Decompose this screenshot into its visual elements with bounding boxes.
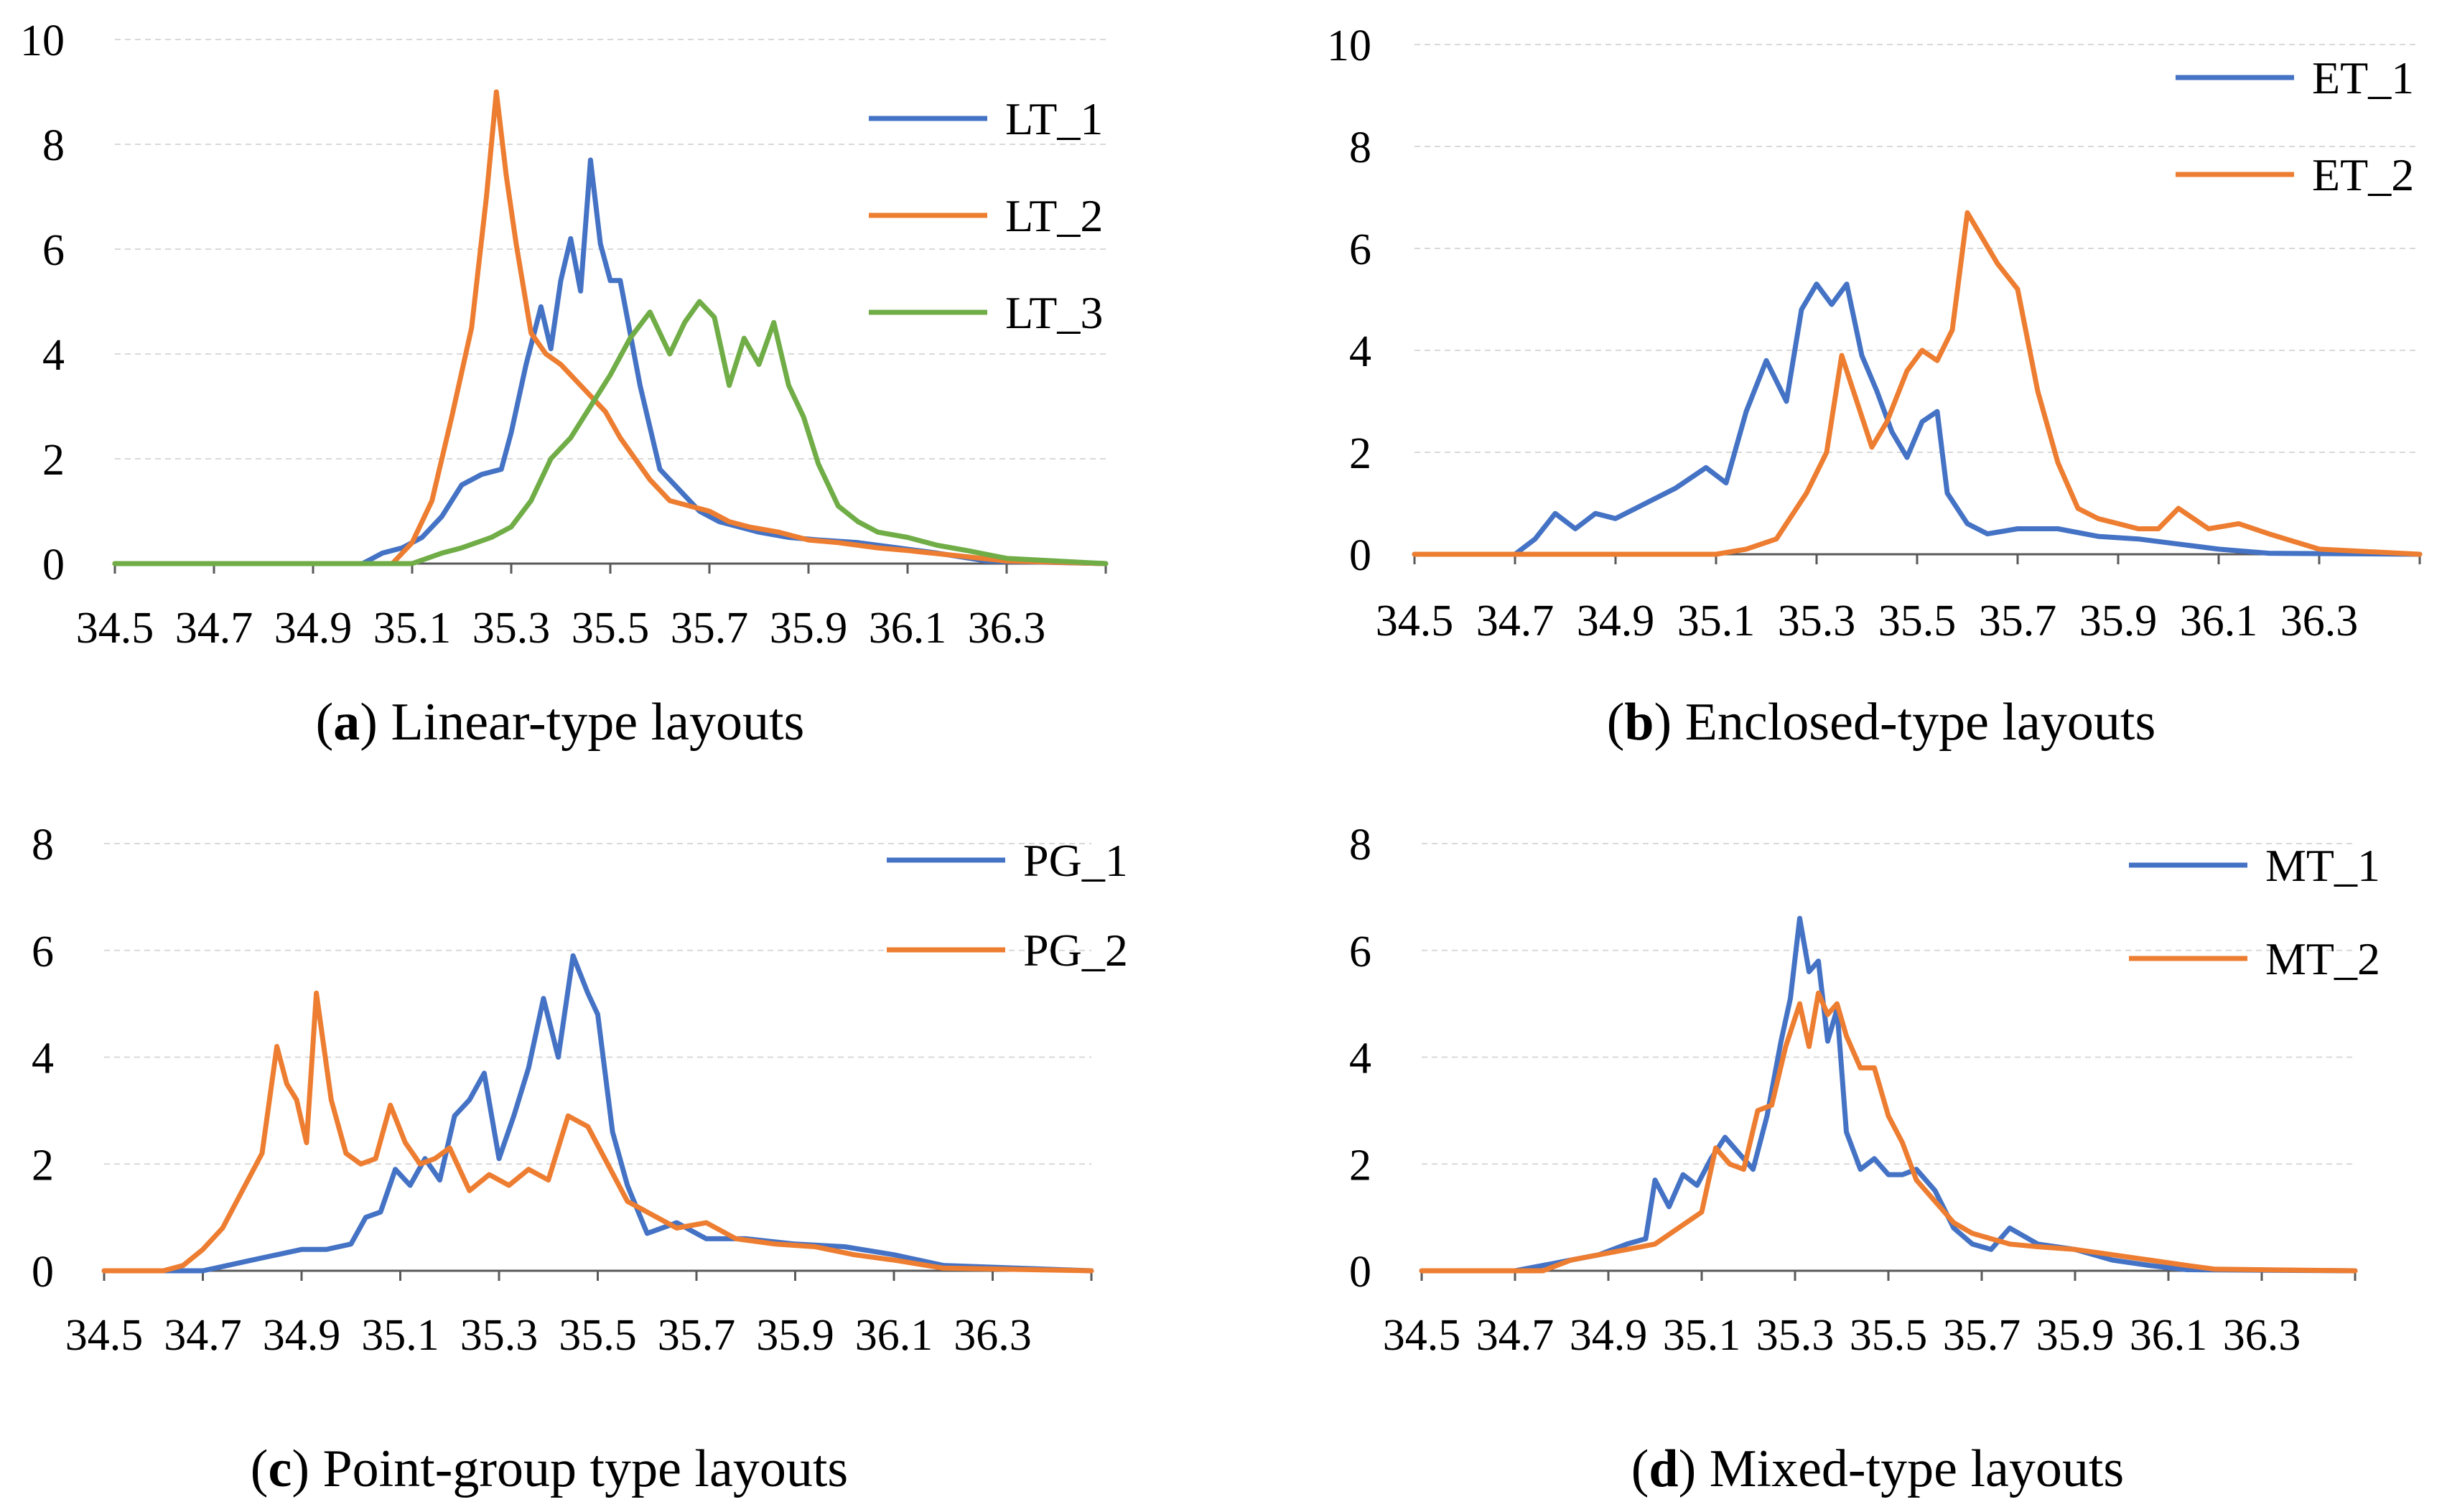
series-line-lt-2 [112, 89, 1109, 566]
panel-c: 0 2 4 6 8 34.5 34.7 34.9 35.1 35.3 35.5 35.7 35.9 36.… [32, 821, 1128, 1360]
y-tick-label: 4 [32, 1035, 54, 1083]
y-tick-label: 6 [42, 226, 65, 275]
y-tick-label: 8 [32, 821, 54, 869]
caption-a: (a) Linear-type layouts [316, 693, 805, 752]
x-tick-label: 36.1 [869, 604, 947, 653]
legend-label: MT_1 [2265, 840, 2380, 891]
x-tick-label: 35.1 [361, 1311, 439, 1360]
x-tick-label: 36.1 [2180, 597, 2258, 645]
caption-letter: d [1649, 1439, 1678, 1498]
x-tick-label: 34.5 [65, 1311, 144, 1360]
x-tick-label: 35.9 [756, 1311, 834, 1360]
x-tick-label: 35.7 [1943, 1311, 2021, 1360]
legend-label: MT_2 [2265, 933, 2380, 984]
series-line-pg-1 [101, 953, 1094, 1274]
y-tick-label: 6 [1349, 928, 1371, 976]
y-tick-label: 2 [1349, 429, 1371, 478]
panel-b: 0 2 4 6 8 10 34.5 34.7 34.9 35.1 35.3 35.5 35.7 35.9 3… [1327, 22, 2423, 645]
y-tick-label: 6 [1349, 225, 1371, 274]
series-line-et-2 [1412, 210, 2423, 557]
x-tick-label: 35.3 [460, 1311, 539, 1360]
y-tick-label: 10 [1327, 22, 1371, 70]
y-tick-label: 0 [1349, 531, 1371, 580]
x-tick-label: 35.5 [572, 604, 650, 653]
legend-label: LT_2 [1005, 190, 1103, 241]
x-tick-label: 34.9 [263, 1311, 341, 1360]
x-tick-label: 35.9 [2079, 597, 2158, 645]
x-tick-label: 35.1 [1663, 1311, 1741, 1360]
x-tick-label: 34.5 [1376, 597, 1454, 645]
legend-label: ET_1 [2312, 52, 2414, 103]
x-tick-label: 36.3 [2280, 597, 2359, 645]
caption-b: (b) Enclosed-type layouts [1607, 693, 2156, 752]
series-line-mt-1 [1419, 915, 2358, 1274]
series-line-lt-3 [112, 299, 1109, 566]
x-tick-label: 34.7 [164, 1311, 242, 1360]
legend-label: LT_3 [1005, 287, 1103, 338]
y-tick-label: 8 [1349, 821, 1371, 869]
x-tick-label: 35.9 [2036, 1311, 2115, 1360]
x-tick-label: 35.1 [373, 604, 452, 653]
x-tick-label: 34.5 [1383, 1311, 1461, 1360]
series-line-pg-2 [101, 990, 1094, 1274]
x-tick-label: 35.3 [1756, 1311, 1835, 1360]
y-tick-label: 4 [1349, 1035, 1371, 1083]
y-tick-label: 2 [1349, 1141, 1371, 1190]
x-tick-label: 36.1 [2130, 1311, 2208, 1360]
x-tick-label: 35.5 [1878, 597, 1957, 645]
x-tick-label: 35.9 [770, 604, 848, 653]
x-tick-label: 36.3 [2223, 1311, 2301, 1360]
x-tick-label: 35.5 [559, 1311, 637, 1360]
caption-text: Mixed-type layouts [1696, 1439, 2124, 1498]
caption-letter: a [333, 693, 360, 752]
y-tick-label: 2 [32, 1141, 54, 1190]
caption-c: (c) Point-group type layouts [251, 1439, 848, 1498]
x-tick-label: 34.7 [175, 604, 253, 653]
y-tick-label: 6 [32, 928, 54, 976]
x-tick-label: 36.3 [954, 1311, 1032, 1360]
x-tick-label: 36.3 [968, 604, 1046, 653]
caption-text: Linear-type layouts [378, 693, 804, 752]
x-tick-label: 34.9 [1570, 1311, 1648, 1360]
x-tick-label: 34.9 [274, 604, 353, 653]
legend-label: PG_2 [1023, 925, 1128, 976]
legend-label: PG_1 [1023, 835, 1128, 886]
caption-text: Enclosed-type layouts [1672, 693, 2155, 752]
x-tick-label: 35.5 [1850, 1311, 1928, 1360]
x-tick-label: 35.7 [671, 604, 749, 653]
x-tick-label: 34.5 [76, 604, 154, 653]
x-tick-label: 34.9 [1577, 597, 1655, 645]
y-tick-label: 0 [42, 541, 65, 589]
y-tick-label: 0 [32, 1248, 54, 1297]
series-line-lt-1 [112, 157, 1109, 566]
x-tick-label: 35.3 [472, 604, 551, 653]
series-line-et-1 [1412, 281, 2423, 557]
x-tick-label: 34.7 [1476, 1311, 1555, 1360]
x-tick-label: 34.7 [1476, 597, 1555, 645]
y-tick-label: 8 [42, 121, 65, 170]
y-tick-label: 4 [42, 331, 65, 380]
y-tick-label: 0 [1349, 1248, 1371, 1297]
caption-letter: b [1624, 693, 1654, 752]
series-line-mt-2 [1419, 990, 2358, 1274]
caption-text: Point-group type layouts [309, 1439, 848, 1498]
panel-a: 0 2 4 6 8 10 34.5 34.7 34.9 35.1 35.3 35.5 35.7 35.9 3… [20, 17, 1109, 653]
legend-label: ET_2 [2312, 149, 2414, 200]
x-tick-label: 35.7 [658, 1311, 736, 1360]
legend-label: LT_1 [1005, 93, 1103, 144]
x-tick-label: 35.3 [1778, 597, 1856, 645]
y-tick-label: 4 [1349, 327, 1371, 376]
caption-d: (d) Mixed-type layouts [1631, 1439, 2124, 1498]
x-tick-label: 36.1 [855, 1311, 933, 1360]
x-tick-label: 35.7 [1979, 597, 2057, 645]
y-tick-label: 2 [42, 436, 65, 485]
panel-d: 0 2 4 6 8 34.5 34.7 34.9 35.1 35.3 35.5 35.7 35.9 36.… [1349, 821, 2380, 1360]
caption-letter: c [268, 1439, 292, 1498]
y-tick-label: 8 [1349, 123, 1371, 172]
y-tick-label: 10 [20, 17, 65, 65]
x-tick-label: 35.1 [1677, 597, 1756, 645]
